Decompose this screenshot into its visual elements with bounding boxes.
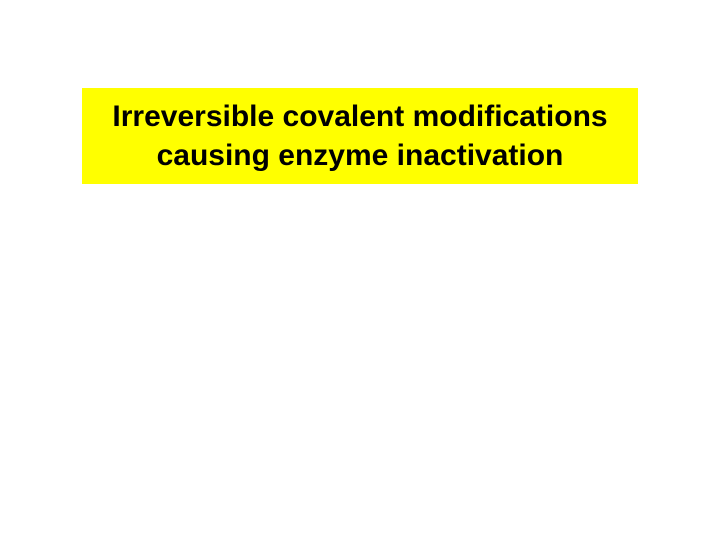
title-line-2: causing enzyme inactivation — [157, 139, 564, 172]
title-line-1: Irreversible covalent modifications — [112, 100, 607, 133]
title-container: Irreversible covalent modifications caus… — [82, 88, 638, 184]
slide-title: Irreversible covalent modifications caus… — [112, 97, 607, 175]
